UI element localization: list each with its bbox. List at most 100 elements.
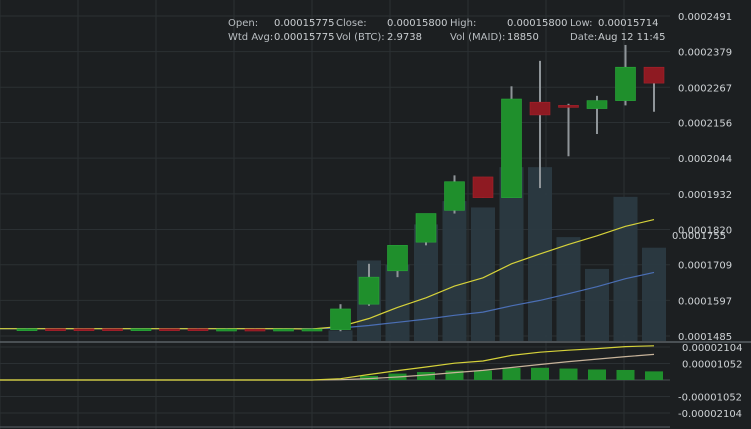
candle-body-down (529, 101, 551, 116)
close-label: Close: (336, 18, 367, 29)
macd-panel (0, 345, 670, 381)
vol-maid-value: 18850 (507, 32, 539, 43)
candle-body-up (330, 308, 351, 330)
volume-bar (385, 264, 410, 341)
candle (216, 328, 237, 332)
candle (130, 328, 152, 331)
low-label: Low: (570, 18, 593, 29)
candle (472, 176, 494, 198)
candle (187, 328, 209, 331)
macd-histogram-bar (474, 370, 492, 380)
macd-tick-label: -0.00001052 (678, 393, 742, 404)
candle (529, 60, 551, 189)
macd-histogram-bar (360, 375, 378, 380)
price-tick-label: 0.0002491 (678, 12, 732, 23)
candle (615, 44, 636, 106)
candle (159, 328, 180, 331)
candle-body-up (615, 66, 636, 101)
candle (244, 328, 266, 332)
candle-body-up (301, 328, 323, 332)
candle-body-up (501, 98, 522, 198)
candle-body-up (16, 328, 38, 331)
candle (586, 95, 608, 135)
macd-histogram-bar (445, 370, 464, 380)
wavg-value: 0.00015775 (274, 32, 335, 43)
high-value: 0.00015800 (507, 18, 568, 29)
high-label: High: (450, 18, 477, 29)
candle-body-down (102, 328, 123, 331)
candle-body-down (187, 328, 209, 331)
candle-body-up (273, 328, 294, 332)
close-value: 0.00015800 (387, 18, 448, 29)
candle (45, 328, 66, 331)
candle (415, 213, 437, 246)
candle-body-down (558, 105, 579, 108)
macd-histogram-bar (531, 367, 549, 380)
candle-body-up (444, 181, 465, 211)
candle-body-up (130, 328, 152, 331)
price-tick-label: 0.0001932 (678, 190, 732, 201)
current-price-label: 0.0001755 (672, 231, 726, 242)
macd-histogram-bar (616, 369, 635, 380)
candle-body-up (216, 328, 237, 332)
price-tick-label: 0.0001709 (678, 261, 732, 272)
macd-tick-label: 0.00002104 (682, 343, 742, 354)
macd-histogram-bar (588, 369, 606, 380)
candle-body-down (159, 328, 180, 331)
macd-histogram-bar (645, 371, 663, 380)
open-label: Open: (228, 18, 259, 29)
candle (444, 175, 465, 214)
candle (73, 328, 95, 331)
candle (358, 263, 380, 306)
vol-maid-label: Vol (MAID): (450, 32, 506, 43)
macd-histogram-bar (417, 372, 435, 380)
open-value: 0.00015775 (274, 18, 335, 29)
wavg-label: Wtd Avg: (228, 32, 274, 43)
volume-bar (556, 237, 581, 341)
macd-signal-line (0, 353, 655, 381)
candle-body-up (586, 100, 608, 109)
vol-btc-value: 2.9738 (387, 32, 422, 43)
candle (387, 245, 408, 278)
price-tick-label: 0.0002156 (678, 119, 732, 130)
volume-bar (613, 196, 638, 341)
low-value: 0.00015714 (598, 18, 659, 29)
price-tick-label: 0.0001597 (678, 296, 732, 307)
price-tick-label: 0.0002267 (678, 83, 732, 94)
candle-body-up (358, 276, 380, 305)
candle-body-down (244, 328, 266, 332)
candle (301, 328, 323, 332)
candlesticks (16, 44, 665, 332)
candle (102, 328, 123, 331)
date-label: Date: (570, 32, 598, 43)
vol-btc-label: Vol (BTC): (336, 32, 385, 43)
macd-histogram-bar (502, 367, 521, 380)
candle (643, 66, 665, 112)
macd-line (0, 345, 655, 381)
macd-tick-label: 0.00001052 (682, 360, 742, 371)
candle-body-down (472, 176, 494, 198)
candle-body-down (643, 66, 665, 84)
candle (330, 304, 351, 332)
volume-bar (328, 330, 353, 341)
price-axis: 0.0002491 0.0002379 0.0002267 0.0002156 0.00… (672, 12, 742, 420)
candle (501, 86, 522, 198)
volume-bar (442, 201, 467, 341)
candle (273, 328, 294, 332)
price-tick-label: 0.0001820 (678, 225, 732, 236)
price-tick-label: 0.0002044 (678, 154, 732, 165)
candle-body-down (45, 328, 66, 331)
candle-body-down (73, 328, 95, 331)
candle (558, 103, 579, 157)
candle (16, 328, 38, 331)
candle-body-up (415, 213, 437, 243)
volume-bar (585, 268, 609, 341)
volume-bar (642, 247, 666, 341)
macd-tick-label: -0.00002104 (678, 409, 742, 420)
macd-histogram-bar (559, 368, 578, 380)
price-tick-label: 0.0002379 (678, 48, 732, 59)
date-value: Aug 12 11:45 (598, 32, 666, 43)
